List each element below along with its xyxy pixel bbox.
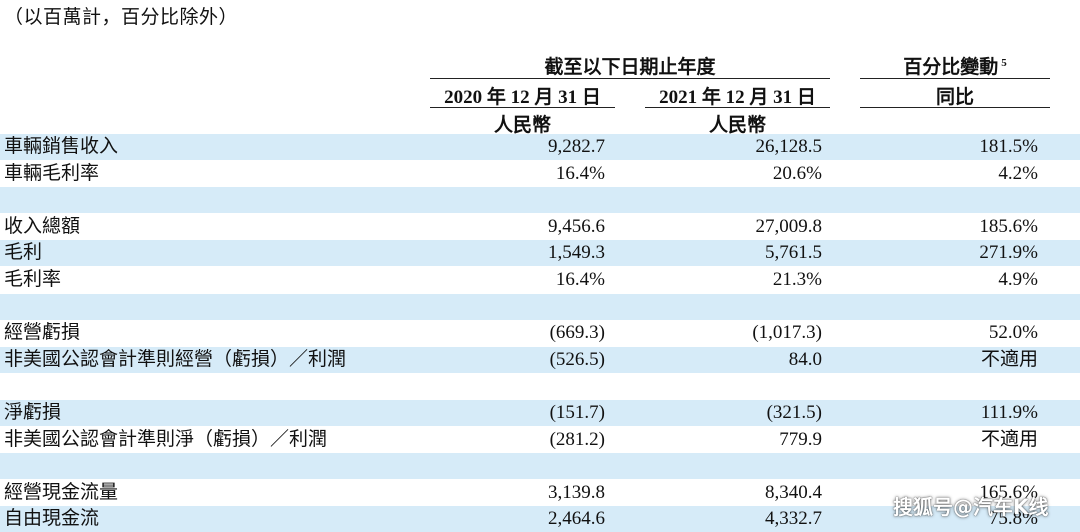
table-row: 車輛毛利率 16.4% 20.6% 4.2% [0,161,1080,187]
value-change: 4.2% [998,162,1038,184]
value-change: 271.9% [979,242,1038,264]
value-2020: (151.7) [549,402,605,423]
value-2020: 16.4% [555,269,605,290]
value-2021: 27,009.8 [755,215,823,237]
value-2020: (281.2) [549,428,605,450]
header-rule-period [430,78,830,79]
change-group-label: 百分比變動 [903,57,999,78]
table-row: 非美國公認會計準則淨（虧損）／利潤 (281.2) 779.9 不適用 [0,427,1080,453]
value-change: 52.0% [988,322,1038,344]
table-row: 經營現金流量 3,139.8 8,340.4 165.6% [0,480,1080,506]
value-2021: 26,128.5 [755,136,823,157]
value-change: 4.9% [998,269,1038,290]
table-row: 非美國公認會計準則經營（虧損）／利潤 (526.5) 84.0 不適用 [0,346,1080,373]
row-label: 經營現金流量 [4,481,119,503]
value-change: 181.5% [979,136,1038,157]
value-2021: 21.3% [772,269,822,290]
row-label: 非美國公認會計準則經營（虧損）／利潤 [4,348,347,370]
row-label: 車輛銷售收入 [4,136,119,157]
col-rule-2020 [430,107,615,108]
table-row: 車輛銷售收入 9,282.7 26,128.5 181.5% [0,134,1080,160]
value-2020: 9,282.7 [548,136,605,157]
value-2020: (669.3) [549,322,605,344]
table-row: 收入總額 9,456.6 27,009.8 185.6% [0,214,1080,240]
row-label: 車輛毛利率 [4,162,100,184]
change-footnote: 5 [1001,56,1007,69]
period-group-header: 截至以下日期止年度 [430,52,830,79]
table-row: 毛利 1,549.3 5,761.5 271.9% [0,240,1080,267]
value-2020: 16.4% [555,162,605,184]
value-2021: 8,340.4 [765,481,822,503]
value-change: 185.6% [979,215,1038,237]
currency-2021: 人民幣 [708,115,766,136]
header-rule-change [860,78,1050,79]
period-group-label: 截至以下日期止年度 [544,57,716,78]
change-group-header: 百分比變動 5 [860,52,1050,79]
table-row [0,187,1080,214]
table-row [0,373,1080,399]
value-2020: 9,456.6 [548,215,605,237]
value-change: 111.9% [980,402,1038,423]
currency-2020: 人民幣 [493,115,551,136]
value-change: 165.6% [979,481,1038,503]
value-2021: 84.0 [788,348,822,370]
column-header-2021: 2021 年 12 月 31 日 [659,87,816,108]
column-header-yoy: 同比 [935,87,974,108]
value-2021: (1,017.3) [752,322,822,344]
value-2020: 2,464.6 [548,508,605,530]
value-change: 不適用 [980,348,1038,370]
row-label: 經營虧損 [4,322,81,344]
col-rule-2021 [645,107,830,108]
table-row [0,453,1080,480]
value-2020: 1,549.3 [548,242,605,264]
value-2021: 5,761.5 [765,242,822,264]
value-2020: 3,139.8 [548,481,605,503]
units-note: （以百萬計，百分比除外） [4,7,239,28]
table-row: 經營虧損 (669.3) (1,017.3) 52.0% [0,320,1080,346]
row-label: 毛利率 [4,269,62,290]
row-label: 自由現金流 [4,508,100,530]
column-header-2020: 2020 年 12 月 31 日 [444,87,601,108]
value-change: 不適用 [980,428,1038,450]
row-label: 非美國公認會計準則淨（虧損）／利潤 [4,428,328,450]
value-2021: (321.5) [766,402,822,423]
value-2020: (526.5) [549,348,605,370]
table-row [0,293,1080,320]
row-label: 收入總額 [4,215,81,237]
col-rule-yoy [860,107,1050,108]
table-row: 毛利率 16.4% 21.3% 4.9% [0,267,1080,293]
value-2021: 20.6% [772,162,822,184]
row-label: 毛利 [4,242,43,264]
table-row: 淨虧損 (151.7) (321.5) 111.9% [0,400,1080,426]
value-change: 75.8% [988,508,1038,530]
watermark: 搜狐号@汽车K线 [893,495,1049,519]
value-2021: 4,332.7 [765,508,822,530]
value-2021: 779.9 [779,428,822,450]
row-label: 淨虧損 [4,402,62,423]
